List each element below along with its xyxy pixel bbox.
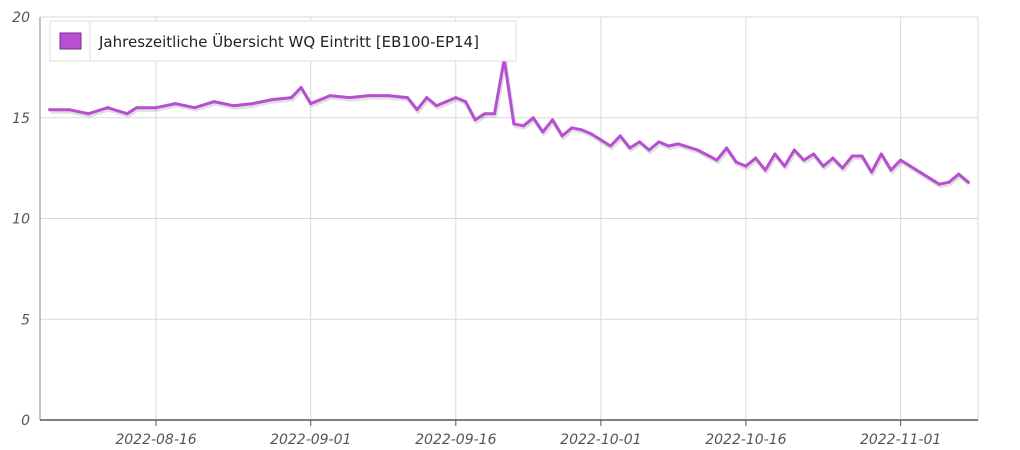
data-point xyxy=(821,164,825,168)
data-point xyxy=(618,134,622,138)
data-point xyxy=(473,118,477,122)
x-axis-ticks: 2022-08-16 2022-09-01 2022-09-16 2022-10-01… xyxy=(115,420,941,448)
data-point xyxy=(48,108,52,112)
x-tick-label: 2022-10-01 xyxy=(560,432,641,448)
data-point xyxy=(492,112,496,116)
series-line-shadow xyxy=(50,59,971,189)
data-point xyxy=(937,182,941,186)
y-tick-label: 10 xyxy=(12,212,30,228)
y-axis-ticks: 0 5 10 15 20 xyxy=(12,10,30,429)
data-point xyxy=(309,102,313,106)
data-point xyxy=(135,106,139,110)
data-point xyxy=(744,164,748,168)
data-point xyxy=(454,96,458,100)
y-tick-label: 20 xyxy=(12,10,30,26)
data-point xyxy=(560,134,564,138)
data-point xyxy=(106,106,110,110)
x-tick-label: 2022-11-01 xyxy=(860,432,941,448)
data-point xyxy=(947,180,951,184)
legend-label: Jahreszeitliche Übersicht WQ Eintritt [E… xyxy=(98,32,479,51)
x-tick-label: 2022-09-16 xyxy=(415,432,496,448)
x-tick-label: 2022-08-16 xyxy=(115,432,196,448)
data-point xyxy=(299,86,303,90)
data-point xyxy=(870,170,874,174)
data-point xyxy=(589,132,593,136)
legend-swatch xyxy=(59,32,82,50)
data-point xyxy=(908,164,912,168)
data-point xyxy=(899,158,903,162)
data-point xyxy=(638,140,642,144)
data-point xyxy=(193,106,197,110)
data-point xyxy=(173,102,177,106)
data-point xyxy=(289,96,293,100)
data-point xyxy=(86,112,90,116)
data-point xyxy=(783,164,787,168)
data-point xyxy=(667,144,671,148)
data-point xyxy=(512,122,516,126)
y-tick-label: 15 xyxy=(12,111,30,127)
axes xyxy=(39,16,979,421)
series-layer xyxy=(48,57,971,189)
data-point xyxy=(647,148,651,152)
data-point xyxy=(676,142,680,146)
data-point xyxy=(928,176,932,180)
data-point xyxy=(850,154,854,158)
data-point xyxy=(580,128,584,132)
data-point xyxy=(734,160,738,164)
data-point xyxy=(551,118,555,122)
data-point xyxy=(763,168,767,172)
series-line xyxy=(48,57,970,186)
data-point xyxy=(966,180,970,184)
data-point xyxy=(483,112,487,116)
data-point xyxy=(715,158,719,162)
data-point xyxy=(696,148,700,152)
data-point xyxy=(67,108,71,112)
data-point xyxy=(570,126,574,130)
data-point xyxy=(415,108,419,112)
data-point xyxy=(425,96,429,100)
data-point xyxy=(541,130,545,134)
data-point xyxy=(957,172,961,176)
data-point xyxy=(860,154,864,158)
data-point xyxy=(918,170,922,174)
data-point xyxy=(328,94,332,98)
data-point xyxy=(599,138,603,142)
data-point xyxy=(522,124,526,128)
data-point xyxy=(367,94,371,98)
data-point xyxy=(154,106,158,110)
data-point xyxy=(628,146,632,150)
data-point xyxy=(841,166,845,170)
data-point xyxy=(773,152,777,156)
data-point xyxy=(212,100,216,104)
data-point xyxy=(125,112,129,116)
data-point xyxy=(463,100,467,104)
data-point xyxy=(802,158,806,162)
data-point xyxy=(434,104,438,108)
y-tick-label: 0 xyxy=(21,413,30,429)
data-point xyxy=(754,156,758,160)
data-point xyxy=(405,96,409,100)
data-point xyxy=(231,104,235,108)
legend-box xyxy=(49,20,517,62)
data-point xyxy=(657,140,661,144)
data-point xyxy=(251,102,255,106)
data-point xyxy=(609,144,613,148)
data-point xyxy=(831,156,835,160)
data-point xyxy=(270,98,274,102)
legend[interactable]: Jahreszeitliche Übersicht WQ Eintritt [E… xyxy=(49,20,517,62)
data-point xyxy=(889,168,893,172)
data-point xyxy=(812,152,816,156)
x-tick-label: 2022-09-01 xyxy=(270,432,351,448)
data-point xyxy=(792,148,796,152)
y-tick-label: 5 xyxy=(21,312,30,328)
data-point xyxy=(725,146,729,150)
x-tick-label: 2022-10-16 xyxy=(705,432,786,448)
data-point xyxy=(347,96,351,100)
data-point xyxy=(879,152,883,156)
data-point xyxy=(531,116,535,120)
data-point xyxy=(386,94,390,98)
